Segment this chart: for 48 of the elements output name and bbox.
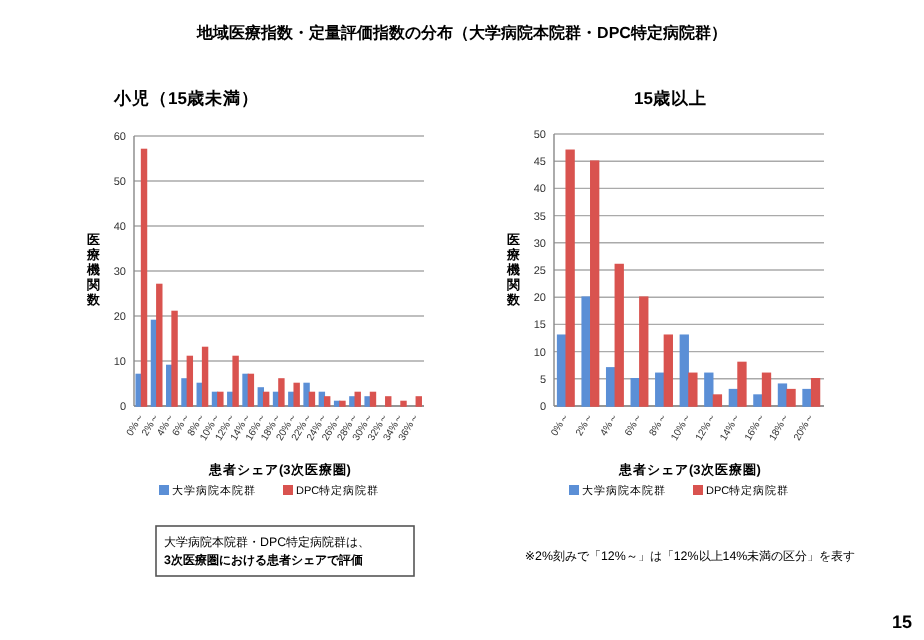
bar	[639, 296, 649, 407]
bar	[201, 346, 209, 407]
bar	[232, 355, 239, 407]
bar	[140, 148, 148, 407]
chart-title: 15歳以上	[634, 88, 707, 108]
bar	[400, 400, 407, 407]
bar	[581, 296, 591, 407]
bar	[181, 378, 188, 407]
bar	[369, 391, 377, 407]
bar	[186, 355, 194, 407]
bar	[171, 310, 178, 407]
bar	[242, 373, 249, 407]
bar	[737, 361, 747, 407]
bar	[605, 367, 616, 407]
bar	[655, 372, 665, 407]
bar	[802, 388, 812, 407]
bar	[761, 372, 772, 407]
bar	[688, 372, 698, 407]
chart-title: 小児（15歳未満）	[112, 88, 259, 108]
bar	[810, 378, 821, 407]
bar	[590, 160, 600, 407]
bar	[303, 382, 310, 407]
bar	[753, 394, 763, 407]
bar	[135, 373, 142, 407]
bar	[247, 373, 255, 407]
bar	[339, 400, 346, 407]
bar	[262, 391, 270, 407]
bar	[777, 383, 788, 407]
bar	[323, 396, 331, 407]
bar	[385, 396, 392, 407]
bar	[293, 382, 300, 407]
bar	[308, 391, 316, 407]
bar	[679, 334, 689, 407]
bar	[415, 396, 422, 407]
text: 地域医療指数・定量評価指数の分布（大学病院本院群・DPC特定病院群）	[195, 22, 727, 42]
bar	[663, 334, 673, 407]
bar	[156, 283, 163, 407]
bar	[614, 263, 624, 407]
bar	[364, 396, 371, 407]
bar	[786, 388, 796, 407]
bar	[712, 394, 723, 407]
bar	[565, 149, 575, 407]
bar	[349, 396, 356, 407]
bar	[278, 378, 285, 407]
bar	[354, 391, 361, 407]
text: 15	[891, 612, 912, 632]
bar	[704, 372, 714, 407]
bar	[217, 391, 224, 407]
